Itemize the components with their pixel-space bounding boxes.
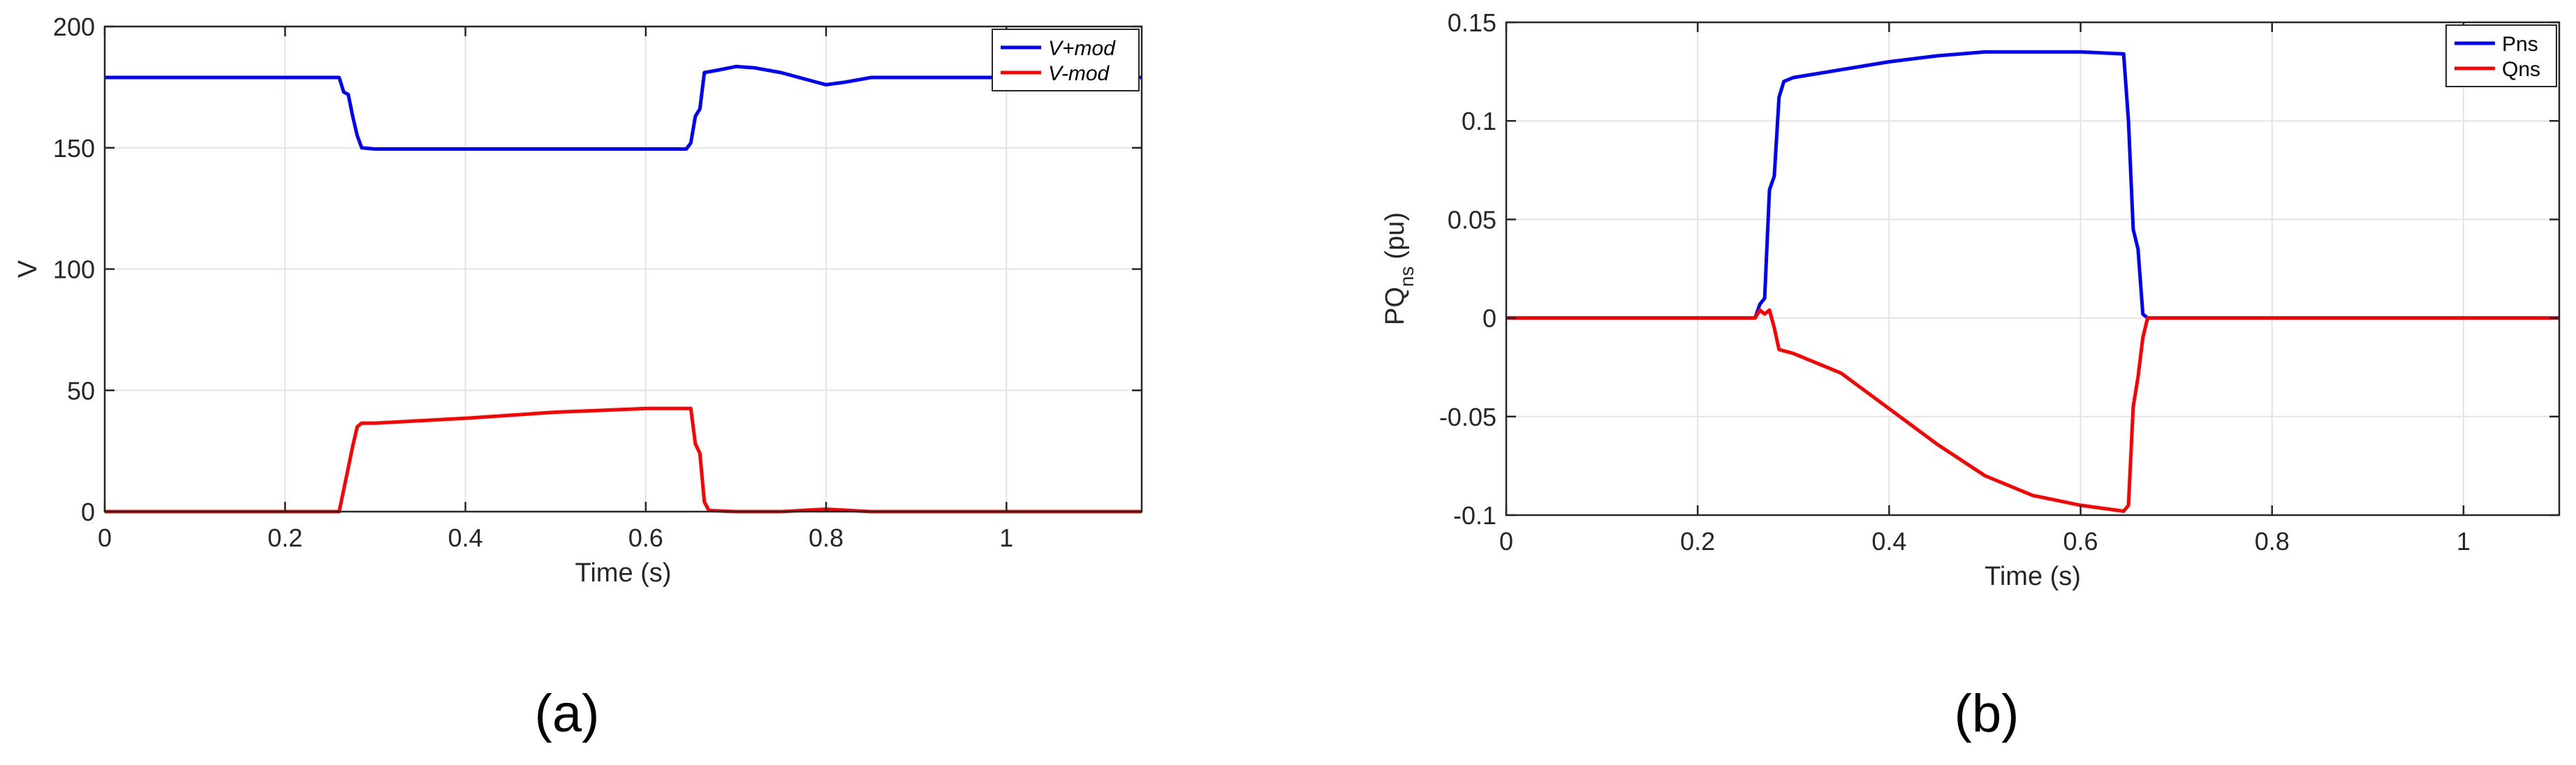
x-tick-label: 1	[2457, 527, 2471, 556]
y-axis-label: PQns (pu)	[1381, 212, 1418, 325]
y-axis-label-main: PQ	[1381, 287, 1410, 325]
y-tick-label: 100	[53, 255, 95, 284]
series-line-qns	[1506, 308, 2559, 513]
y-tick-label: 0.15	[1448, 8, 1496, 37]
x-tick-label: 0	[98, 523, 112, 552]
legend-box	[992, 29, 1140, 91]
legend-label: V-mod	[1048, 62, 1110, 85]
legend-label: V+mod	[1048, 37, 1116, 60]
y-tick-label: 150	[53, 134, 95, 163]
y-tick-label: 0	[1482, 304, 1496, 333]
x-tick-label: 0.4	[1871, 527, 1906, 556]
y-tick-label: 0.1	[1462, 107, 1496, 135]
x-tick-label: 0.6	[2063, 527, 2098, 556]
x-tick-label: 0.6	[628, 523, 663, 552]
panel-b-caption: (b)	[1955, 684, 2019, 743]
x-tick-label: 0.8	[2255, 527, 2290, 556]
legend-label: Pns	[2502, 33, 2538, 56]
legend-box	[2445, 24, 2557, 87]
y-tick-label: -0.1	[1453, 501, 1496, 530]
y-axis-label-subscript: ns	[1396, 267, 1418, 288]
series-line-v-mod	[105, 64, 1142, 151]
x-tick-label: 1	[999, 523, 1013, 552]
y-tick-label: 50	[67, 376, 95, 405]
x-tick-label: 0.4	[448, 523, 483, 552]
x-tick-label: 0.2	[267, 523, 302, 552]
x-axis-label: Time (s)	[1985, 562, 2081, 591]
y-tick-label: 0.05	[1448, 205, 1496, 234]
x-tick-label: 0.2	[1680, 527, 1715, 556]
plot-area	[1506, 22, 2559, 515]
panel-b-chart: 0 0.2 0.4 0.6 0.8 1 -0.1 -0.05 0 0.05 0.1 0.15 Time …	[1381, 8, 2561, 591]
y-tick-label: 0	[81, 498, 95, 526]
x-tick-label: 0.8	[809, 523, 844, 552]
legend-label: Qns	[2502, 58, 2540, 81]
panel-a-caption: (a)	[535, 684, 600, 743]
axes-box	[1505, 21, 2561, 517]
y-axis-label-main: V	[13, 260, 43, 278]
y-tick-label: -0.05	[1439, 403, 1496, 431]
y-axis-label: V	[13, 260, 43, 278]
x-tick-label: 0	[1499, 527, 1513, 556]
y-axis-label-unit: (pu)	[1381, 212, 1410, 260]
y-tick-label: 200	[53, 13, 95, 41]
x-axis-label: Time (s)	[575, 558, 672, 588]
panel-a-chart: 0 0.2 0.4 0.6 0.8 1 0 50 100 150 200 Time (s) V V+mod…	[13, 13, 1143, 588]
